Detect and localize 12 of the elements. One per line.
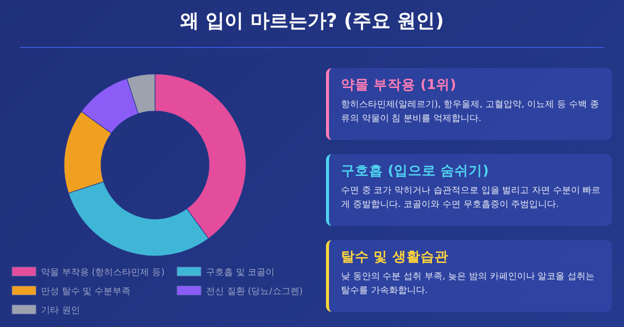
chart-title: 왜 입이 마르는가? (주요 원인) <box>179 9 445 34</box>
legend-label: 약물 부작용 (항히스타민제 등) <box>41 268 165 278</box>
text: 구호흡 (입으로 숨쉬기) <box>341 162 490 180</box>
legend-label: 구호흡 및 코골이 <box>206 268 275 278</box>
legend-label: 기타 원인 <box>41 306 80 316</box>
text: 탈수 및 생활습관 <box>341 248 450 266</box>
text: 항히스타민제(알레르기), 항우울제, 고혈압약, 이뇨제 등 수백 종류의 약물이 침 분비를 억제합니다. <box>341 99 600 126</box>
text: 수면 중 코가 막히거나 습관적으로 입을 벌리고 자면 수분이 빠르게 증발합니다. 코골이와 수면 무호흡증이 주범입니다. <box>341 185 602 212</box>
text: 약물 부작용 (1위) <box>341 76 458 94</box>
text: 낮 동안의 수분 섭취 부족, 늦은 밤의 카페인이나 알코올 섭취는 탈수를 가속화합니다. <box>341 271 596 298</box>
legend-label: 전신 질환 (당뇨/쇼그렌) <box>206 287 303 297</box>
legend-label: 만성 탈수 및 수분부족 <box>41 287 131 297</box>
